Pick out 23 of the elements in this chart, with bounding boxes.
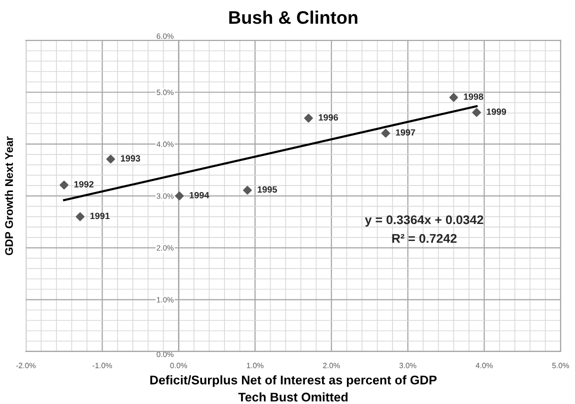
point — [304, 114, 313, 123]
point — [243, 186, 252, 195]
annotation: 1999 — [486, 108, 506, 115]
annotation: 1994 — [190, 192, 210, 198]
x-axis-title: Deficit/Surplus Net of Interest as percent of GDP Tech Bust Omitted — [150, 375, 437, 402]
chart-title: Bush & Clinton — [229, 10, 358, 24]
y-axis-title: GDP Growth Next Year — [4, 136, 13, 256]
annotation: 1993 — [120, 155, 140, 162]
annotation: y = 0.3364x + 0.0342 — [364, 215, 484, 227]
point — [472, 108, 481, 117]
annotation: 1997 — [396, 129, 416, 136]
annotation: 1995 — [258, 186, 277, 193]
point — [381, 128, 390, 138]
annotation: 1996 — [318, 114, 338, 121]
annotation: 1991 — [90, 212, 110, 220]
point — [76, 212, 84, 222]
point — [60, 180, 68, 190]
annotation: 1992 — [74, 181, 94, 188]
point — [449, 93, 458, 102]
point — [175, 192, 184, 200]
annotation: R² = 0.7242 — [392, 234, 457, 243]
point — [106, 154, 116, 164]
annotation: 1998 — [464, 93, 484, 100]
